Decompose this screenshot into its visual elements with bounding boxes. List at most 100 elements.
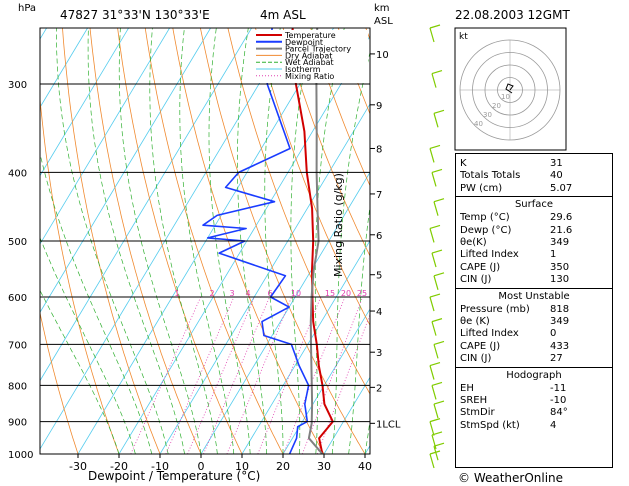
indices-panel: K 31 Totals Totals 40 PW (cm) 5.07 Surface Temp… — [455, 153, 613, 468]
mixing-ratio-line — [257, 296, 322, 454]
height-tick-label: 7 — [376, 190, 382, 201]
wind-barb-flag — [429, 418, 441, 423]
wind-barb — [429, 450, 441, 469]
wind-barb-flag — [429, 224, 441, 230]
wind-barb — [431, 381, 443, 400]
isotherm-line — [40, 28, 88, 109]
x-tick-label: 30 — [317, 460, 331, 473]
wet-adiabat-line — [208, 28, 251, 454]
wind-barb — [429, 418, 441, 436]
index-unstable-value: 27 — [550, 353, 563, 365]
legend-label: Dewpoint — [285, 38, 323, 47]
wind-barb-flag — [431, 431, 443, 436]
isotherm-line — [323, 376, 370, 454]
pressure-tick-label: 500 — [8, 237, 27, 248]
wind-barb-flag — [433, 340, 445, 345]
wind-barb-staff — [429, 365, 435, 380]
mixing-ratio-line — [187, 296, 255, 454]
wind-barb — [433, 272, 445, 290]
pressure-tick-label: 900 — [8, 418, 27, 429]
index-surface-label: Lifted Index — [460, 249, 519, 261]
index-surface-value: 350 — [550, 261, 570, 273]
x-tick-label: 40 — [358, 460, 372, 473]
mixing-ratio-label: 1 — [174, 289, 179, 298]
pressure-tick-label: 400 — [8, 168, 27, 179]
mixing-ratio-line — [283, 296, 346, 454]
index-surface-value: 29.6 — [550, 212, 573, 224]
dry-adiabat-line — [282, 28, 370, 257]
wind-barb-flag — [433, 198, 445, 203]
wind-barb — [431, 70, 443, 88]
legend-label: Wet Adiabat — [285, 58, 334, 67]
wind-barb-staff — [429, 228, 435, 243]
pressure-tick-label: 600 — [8, 293, 27, 304]
wet-adiabat-line — [118, 28, 202, 454]
hodograph-ring-label: 10 — [501, 93, 510, 101]
height-unit-bottom: ASL — [374, 16, 393, 27]
index-surface-value: 1 — [550, 249, 557, 261]
x-tick-label: 10 — [235, 460, 249, 473]
hodograph-unit: kt — [459, 32, 468, 42]
dry-adiabat-line — [40, 311, 79, 454]
height-tick-label: 5 — [376, 271, 382, 282]
index-unstable-label: CIN (J) — [460, 353, 492, 365]
wind-barb-staff — [433, 201, 439, 216]
mixing-ratio-label: 3 — [229, 289, 234, 298]
wind-barb-staff — [429, 148, 435, 163]
index-surface-label: Dewp (°C) — [460, 224, 512, 236]
hodograph-ring-label: 40 — [474, 120, 483, 128]
wind-barb-staff — [431, 385, 437, 400]
index-top-label: PW (cm) — [460, 182, 503, 194]
wind-barb-flag — [429, 144, 441, 150]
wet-adiabat-line — [56, 28, 169, 454]
wind-barb-staff — [431, 73, 437, 88]
datetime-label: 22.08.2003 12GMT — [455, 8, 570, 22]
index-hodo-label: EH — [460, 382, 474, 394]
wind-barb — [431, 249, 443, 268]
wind-barb — [429, 24, 441, 43]
index-hodo-value: 84° — [550, 407, 568, 419]
index-hodo-value: -10 — [550, 395, 567, 406]
dry-adiabat-line — [310, 28, 370, 187]
isotherm-line — [0, 28, 6, 454]
wind-barb-staff — [433, 344, 439, 359]
height-tick-label: 2 — [376, 383, 382, 394]
index-surface-value: 21.6 — [550, 224, 573, 236]
mixing-ratio-line — [226, 296, 292, 454]
legend-label: Mixing Ratio — [285, 72, 334, 81]
dry-adiabat-line — [172, 28, 325, 454]
mixing-ratio-label: 6 — [267, 289, 272, 298]
wind-barb-staff — [431, 252, 437, 268]
wet-adiabat-line — [348, 204, 370, 454]
hodograph-section-title: Hodograph — [506, 369, 562, 381]
wind-barb-staff — [431, 321, 437, 336]
legend-label: Dry Adiabat — [285, 51, 332, 60]
x-tick-label: 20 — [276, 460, 290, 473]
wet-adiabat-line — [40, 152, 153, 454]
mixing-ratio-axis-label: Mixing Ratio (g/kg) — [332, 173, 345, 277]
index-unstable-value: 433 — [550, 340, 570, 352]
wind-barb — [433, 109, 445, 128]
index-top-value: 31 — [550, 158, 563, 169]
pressure-tick-label: 300 — [8, 80, 27, 91]
mixing-ratio-line — [203, 296, 270, 454]
panel-divider — [456, 196, 612, 198]
wind-barb — [429, 144, 441, 163]
series-line — [202, 28, 310, 454]
index-unstable-value: 0 — [550, 328, 557, 340]
mixing-ratio-label: 25 — [357, 289, 367, 298]
copyright-label: © WeatherOnline — [458, 471, 564, 485]
wind-barb-flag — [431, 381, 443, 387]
pressure-tick-label: 800 — [8, 381, 27, 392]
index-unstable-value: 349 — [550, 316, 570, 327]
height-tick-label: 4 — [376, 307, 382, 318]
wet-adiabat-line — [87, 28, 185, 454]
dry-adiabat-line — [614, 28, 629, 454]
unstable-section-title: Most Unstable — [498, 290, 570, 302]
index-top-value: 5.07 — [550, 182, 573, 194]
wet-adiabat-line — [331, 50, 370, 454]
wet-adiabat-line — [264, 28, 284, 454]
height-unit-top: km — [374, 3, 390, 14]
legend-box — [253, 30, 368, 83]
wind-barb — [429, 293, 441, 312]
